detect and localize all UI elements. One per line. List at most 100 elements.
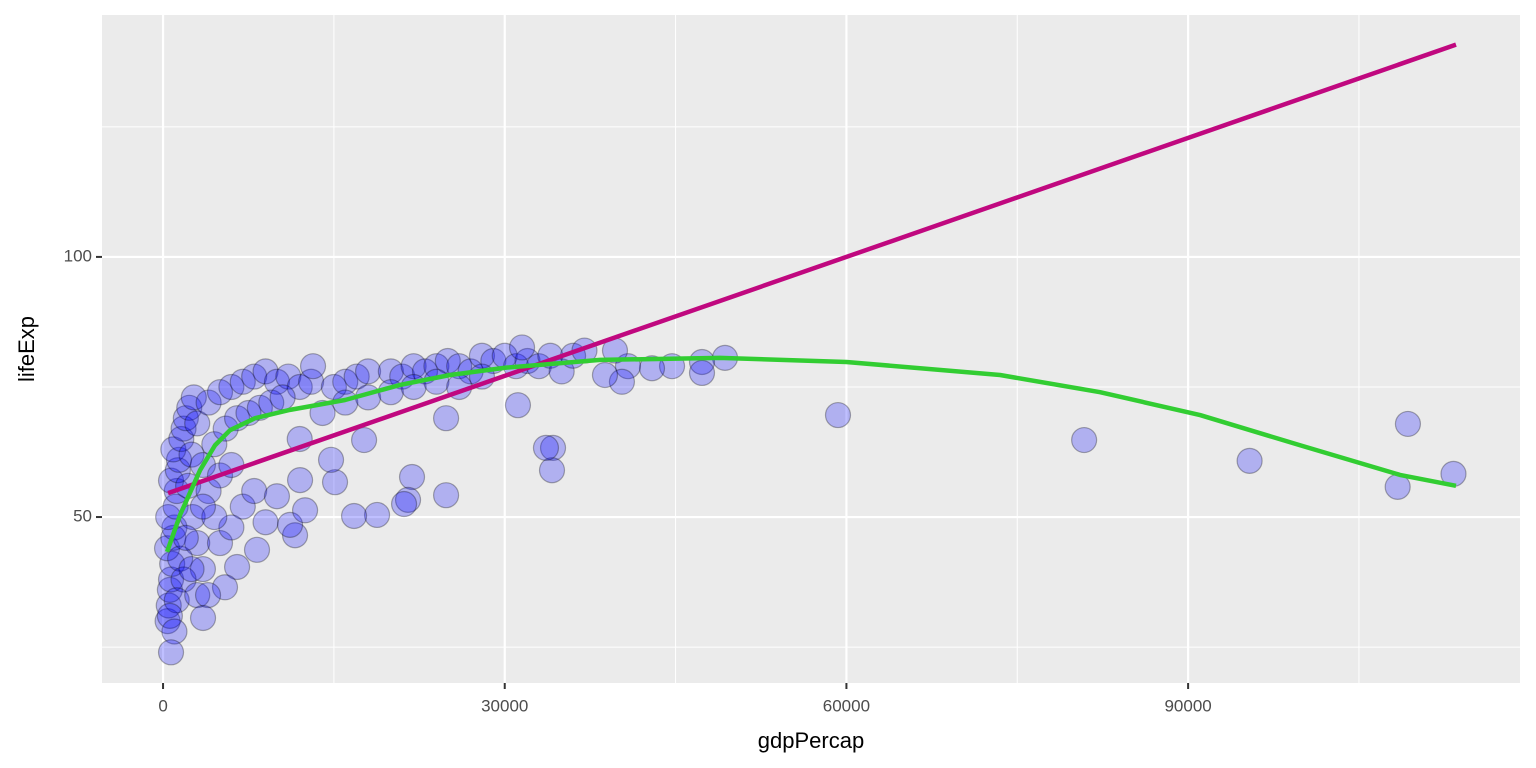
point	[218, 373, 245, 401]
point	[184, 529, 211, 557]
panel	[102, 15, 1520, 683]
point	[159, 550, 186, 577]
point	[468, 342, 496, 369]
point	[184, 581, 211, 609]
x-tick-label: 60000	[823, 696, 870, 715]
point	[172, 405, 199, 432]
point	[398, 463, 426, 491]
point	[180, 384, 207, 411]
point	[156, 602, 183, 629]
point	[688, 348, 716, 376]
point	[298, 368, 325, 395]
point	[508, 334, 536, 361]
point	[176, 394, 203, 421]
point	[170, 415, 197, 442]
point	[206, 529, 234, 557]
fit-line	[164, 355, 1457, 553]
point	[394, 486, 422, 513]
point	[269, 384, 296, 411]
point	[291, 497, 319, 524]
point	[343, 363, 370, 390]
point	[538, 457, 566, 484]
point	[241, 477, 268, 505]
fit-lines	[164, 42, 1457, 553]
point	[824, 401, 852, 429]
point	[211, 574, 239, 601]
point	[340, 502, 368, 530]
point	[154, 607, 181, 635]
point	[161, 618, 188, 645]
point	[400, 353, 427, 380]
point	[1071, 426, 1098, 454]
x-tick-label: 30000	[481, 696, 528, 715]
point	[299, 353, 327, 380]
point	[281, 522, 309, 549]
point	[170, 566, 197, 593]
point	[532, 434, 560, 461]
point	[252, 358, 279, 385]
point	[504, 392, 532, 419]
point	[263, 483, 291, 510]
point	[354, 358, 382, 385]
point	[189, 555, 217, 583]
fit-line	[167, 42, 1457, 496]
point	[206, 379, 234, 406]
point	[276, 511, 304, 538]
point	[178, 555, 205, 583]
point	[201, 503, 228, 531]
point	[275, 363, 302, 390]
point	[218, 514, 245, 541]
point	[332, 368, 359, 395]
point	[286, 373, 313, 401]
point	[165, 446, 193, 473]
point	[432, 405, 460, 432]
point	[178, 441, 205, 468]
y-tick-label: 50	[73, 507, 92, 526]
point	[157, 639, 185, 666]
point	[229, 368, 256, 395]
point	[194, 581, 222, 609]
point	[160, 436, 187, 463]
point	[241, 363, 268, 390]
point	[320, 373, 347, 401]
point	[638, 355, 666, 382]
point	[243, 536, 271, 563]
point	[156, 576, 183, 603]
point	[164, 457, 191, 484]
point	[390, 490, 418, 518]
point	[168, 425, 195, 453]
x-tick-label: 0	[158, 696, 167, 715]
point	[432, 482, 460, 509]
point	[263, 368, 291, 395]
x-axis-title: gdpPercap	[758, 728, 864, 753]
y-tick-label: 100	[64, 246, 92, 265]
axes: 0 30000 60000 90000 50 100	[64, 246, 1212, 715]
point	[157, 566, 185, 593]
point	[189, 493, 217, 520]
point	[229, 493, 256, 520]
point	[223, 553, 251, 581]
x-tick-label: 90000	[1164, 696, 1211, 715]
grid	[102, 15, 1520, 683]
point	[195, 389, 222, 416]
point	[1394, 410, 1422, 438]
point	[167, 545, 194, 572]
point	[163, 587, 190, 614]
point	[189, 604, 217, 632]
point	[252, 509, 279, 536]
point	[539, 434, 567, 461]
point	[423, 368, 450, 395]
point	[184, 410, 211, 437]
point	[688, 359, 716, 387]
point	[317, 446, 345, 473]
point	[350, 426, 378, 454]
point	[363, 501, 391, 529]
point	[321, 469, 349, 496]
point	[286, 467, 314, 494]
point	[377, 358, 404, 385]
point	[591, 361, 619, 389]
point	[1236, 447, 1263, 474]
point	[608, 368, 636, 395]
